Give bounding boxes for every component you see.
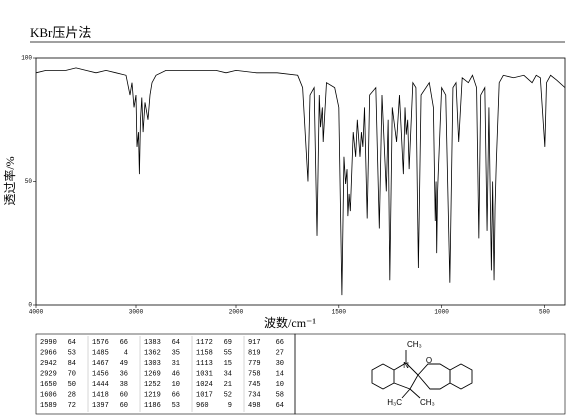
peak-wavenumber: 1589 (40, 402, 57, 410)
peak-transmittance: 36 (120, 370, 128, 378)
peak-transmittance: 9 (228, 402, 232, 410)
peak-transmittance: 10 (276, 381, 284, 389)
y-tick-label: 0 (28, 302, 32, 309)
peak-transmittance: 21 (224, 381, 232, 389)
peak-transmittance: 49 (120, 360, 128, 368)
peak-transmittance: 64 (172, 339, 180, 347)
peak-transmittance: 4 (124, 349, 128, 357)
peak-transmittance: 84 (68, 360, 76, 368)
peak-transmittance: 34 (224, 370, 232, 378)
peak-transmittance: 10 (172, 381, 180, 389)
peak-wavenumber: 1362 (144, 349, 161, 357)
peak-transmittance: 70 (68, 370, 76, 378)
peak-wavenumber: 734 (248, 391, 261, 399)
structure-label: H₃C (387, 398, 402, 407)
peak-transmittance: 55 (224, 349, 232, 357)
structure-label: N (403, 361, 409, 370)
x-axis-label: 波数/cm⁻¹ (264, 315, 316, 330)
peak-wavenumber: 1172 (196, 339, 213, 347)
peak-wavenumber: 745 (248, 381, 261, 389)
peak-transmittance: 66 (172, 391, 180, 399)
spectrum-line (35, 67, 566, 296)
peak-transmittance: 72 (68, 402, 76, 410)
peak-transmittance: 64 (68, 339, 76, 347)
peak-wavenumber: 1444 (92, 381, 109, 389)
peak-wavenumber: 1252 (144, 381, 161, 389)
methyl-bond (401, 388, 411, 399)
x-tick-label: 1500 (332, 309, 347, 316)
benzene-ring (371, 363, 395, 390)
x-tick-label: 500 (539, 309, 550, 316)
peak-wavenumber: 2929 (40, 370, 57, 378)
peak-wavenumber: 779 (248, 360, 261, 368)
peak-transmittance: 50 (68, 381, 76, 389)
peak-wavenumber: 1269 (144, 370, 161, 378)
peak-wavenumber: 2966 (40, 349, 57, 357)
x-tick-label: 1000 (434, 309, 449, 316)
chart-title: KBr压片法 (30, 25, 91, 40)
peak-wavenumber: 1606 (40, 391, 57, 399)
plot-frame (35, 57, 566, 306)
structure-label: O (426, 356, 432, 365)
peak-wavenumber: 1467 (92, 360, 109, 368)
structure-label: CH₃ (407, 340, 422, 349)
peak-transmittance: 27 (276, 349, 284, 357)
peak-wavenumber: 1017 (196, 391, 213, 399)
y-axis-label: 透过率/% (2, 156, 17, 205)
peak-transmittance: 35 (172, 349, 180, 357)
peak-wavenumber: 917 (248, 339, 261, 347)
pyran-ring (417, 363, 451, 390)
peak-wavenumber: 758 (248, 370, 261, 378)
y-tick-label: 50 (25, 178, 33, 185)
peak-wavenumber: 2990 (40, 339, 57, 347)
structure-frame (294, 333, 566, 415)
peak-transmittance: 66 (120, 339, 128, 347)
peak-wavenumber: 1113 (196, 360, 213, 368)
peak-wavenumber: 1024 (196, 381, 213, 389)
peak-transmittance: 60 (120, 402, 128, 410)
peak-wavenumber: 1418 (92, 391, 109, 399)
peak-transmittance: 69 (224, 339, 232, 347)
peak-transmittance: 60 (120, 391, 128, 399)
peak-transmittance: 30 (276, 360, 284, 368)
peak-wavenumber: 1456 (92, 370, 109, 378)
peak-transmittance: 58 (276, 391, 284, 399)
peak-transmittance: 31 (172, 360, 180, 368)
peak-wavenumber: 1219 (144, 391, 161, 399)
peak-transmittance: 64 (276, 402, 284, 410)
peak-wavenumber: 1576 (92, 339, 109, 347)
peak-wavenumber: 1383 (144, 339, 161, 347)
peak-wavenumber: 498 (248, 402, 261, 410)
structure (371, 350, 473, 399)
peak-transmittance: 46 (172, 370, 180, 378)
benzo-ring (449, 363, 473, 390)
peak-transmittance: 38 (120, 381, 128, 389)
peak-wavenumber: 819 (248, 349, 261, 357)
peak-transmittance: 66 (276, 339, 284, 347)
y-tick-label: 100 (21, 55, 32, 62)
peak-wavenumber: 1397 (92, 402, 109, 410)
structure-label: CH₃ (420, 398, 435, 407)
peak-wavenumber: 1186 (144, 402, 161, 410)
peak-wavenumber: 1485 (92, 349, 109, 357)
peak-wavenumber: 1303 (144, 360, 161, 368)
peak-transmittance: 52 (224, 391, 232, 399)
peak-transmittance: 53 (68, 349, 76, 357)
x-tick-label: 3000 (129, 309, 144, 316)
x-tick-label: 4000 (29, 309, 44, 316)
peak-wavenumber: 960 (196, 402, 209, 410)
peak-transmittance: 14 (276, 370, 284, 378)
methyl-bond (409, 388, 421, 399)
peak-transmittance: 15 (224, 360, 232, 368)
peak-wavenumber: 1650 (40, 381, 57, 389)
peak-transmittance: 53 (172, 402, 180, 410)
peak-wavenumber: 1158 (196, 349, 213, 357)
peak-transmittance: 28 (68, 391, 76, 399)
peak-wavenumber: 1031 (196, 370, 213, 378)
x-tick-label: 2000 (229, 309, 244, 316)
peak-wavenumber: 2942 (40, 360, 57, 368)
